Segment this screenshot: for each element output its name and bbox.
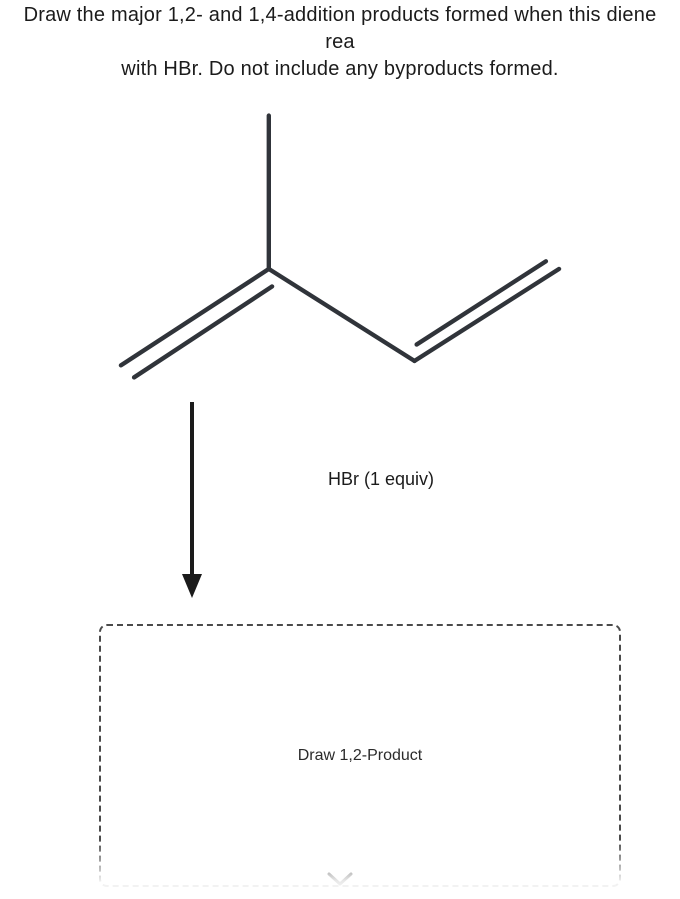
question-line1: Draw the major 1,2- and 1,4-addition pro… — [24, 4, 657, 53]
arrow-head-icon — [182, 574, 202, 598]
bond-c2-c3 — [269, 269, 415, 361]
diene-structure — [110, 108, 570, 408]
reagent-label: HBr (1 equiv) — [328, 469, 434, 490]
reaction-arrow — [177, 402, 207, 602]
reaction-arrow-group — [177, 402, 397, 602]
bond-c3-c4-outer — [414, 269, 559, 361]
question-line2: with HBr. Do not include any byproducts … — [121, 58, 558, 80]
bond-c1-c2-inner — [134, 286, 272, 377]
chevron-down-icon[interactable] — [326, 870, 354, 890]
question-text: Draw the major 1,2- and 1,4-addition pro… — [0, 2, 680, 83]
bond-c1-c2-outer — [121, 269, 269, 365]
product-dropzone-1-2[interactable]: Draw 1,2-Product — [99, 624, 621, 887]
bond-c3-c4-inner — [417, 261, 546, 344]
dropzone-label: Draw 1,2-Product — [298, 747, 423, 765]
page-root: Draw the major 1,2- and 1,4-addition pro… — [0, 0, 680, 899]
